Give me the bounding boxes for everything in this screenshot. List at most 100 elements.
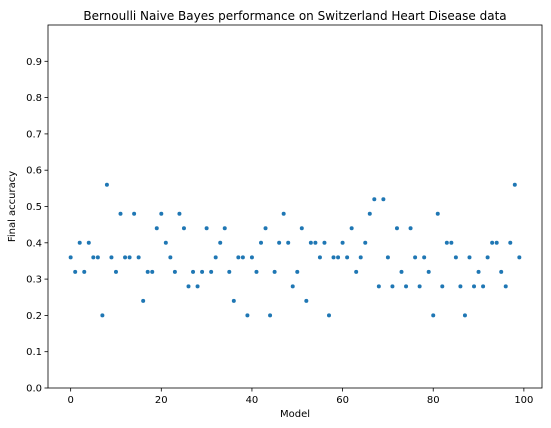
data-point (399, 269, 404, 274)
y-tick-label: 0.4 (26, 238, 42, 249)
data-point (322, 240, 327, 245)
data-point (313, 240, 318, 245)
data-point (113, 269, 118, 274)
data-point (281, 211, 286, 216)
data-point (372, 197, 377, 202)
data-point (485, 255, 490, 260)
data-point (381, 197, 386, 202)
data-point (104, 182, 109, 187)
data-point (191, 269, 196, 274)
data-point (517, 255, 522, 260)
data-point (367, 211, 372, 216)
chart-title: Bernoulli Naive Bayes performance on Swi… (83, 9, 506, 23)
data-point (512, 182, 517, 187)
y-tick-label: 0.3 (26, 275, 42, 286)
data-point (95, 255, 100, 260)
data-point (263, 226, 268, 231)
y-axis-ticks: 0.0 0.1 0.2 0.3 0.4 0.5 0.6 0.7 0.8 0.9 (26, 57, 48, 395)
x-tick-label: 100 (514, 395, 533, 406)
data-point (413, 255, 418, 260)
data-point (336, 255, 341, 260)
data-point (254, 269, 259, 274)
data-point (408, 226, 413, 231)
data-point (308, 240, 313, 245)
data-point (231, 298, 236, 303)
data-point (503, 284, 508, 289)
data-point (136, 255, 141, 260)
data-point (376, 284, 381, 289)
data-point (213, 255, 218, 260)
data-point (453, 255, 458, 260)
data-point (390, 284, 395, 289)
data-point (150, 269, 155, 274)
data-point (91, 255, 96, 260)
x-tick-label: 40 (246, 395, 259, 406)
data-point (277, 240, 282, 245)
data-point (100, 313, 105, 318)
data-point (272, 269, 277, 274)
data-point (200, 269, 205, 274)
data-point (132, 211, 137, 216)
data-point (204, 226, 209, 231)
data-point (249, 255, 254, 260)
data-point (259, 240, 264, 245)
data-point (385, 255, 390, 260)
y-tick-label: 0.7 (26, 129, 42, 140)
data-point (422, 255, 427, 260)
data-point (68, 255, 73, 260)
data-point (177, 211, 182, 216)
data-point (304, 298, 309, 303)
x-tick-label: 80 (427, 395, 440, 406)
data-point (209, 269, 214, 274)
points-group (68, 182, 522, 318)
data-point (317, 255, 322, 260)
plot-frame (47, 24, 543, 389)
data-point (481, 284, 486, 289)
data-point (404, 284, 409, 289)
data-point (358, 255, 363, 260)
data-point (222, 226, 227, 231)
data-point (218, 240, 223, 245)
data-point (118, 211, 123, 216)
data-point (467, 255, 472, 260)
y-tick-label: 0.5 (26, 202, 42, 213)
data-point (444, 240, 449, 245)
x-tick-label: 60 (336, 395, 349, 406)
y-tick-label: 0.2 (26, 311, 42, 322)
data-point (127, 255, 132, 260)
data-point (268, 313, 273, 318)
data-point (109, 255, 114, 260)
data-point (181, 226, 186, 231)
data-point (295, 269, 300, 274)
x-tick-label: 20 (155, 395, 168, 406)
data-point (340, 240, 345, 245)
data-point (349, 226, 354, 231)
data-point (508, 240, 513, 245)
data-point (476, 269, 481, 274)
data-point (86, 240, 91, 245)
data-point (73, 269, 78, 274)
data-point (290, 284, 295, 289)
data-point (458, 284, 463, 289)
data-point (394, 226, 399, 231)
data-point (286, 240, 291, 245)
data-point (82, 269, 87, 274)
data-point (462, 313, 467, 318)
data-point (490, 240, 495, 245)
data-point (245, 313, 250, 318)
data-point (154, 226, 159, 231)
data-point (331, 255, 336, 260)
data-point (431, 313, 436, 318)
data-point (159, 211, 164, 216)
data-point (326, 313, 331, 318)
data-point (417, 284, 422, 289)
y-tick-label: 0.1 (26, 347, 42, 358)
data-point (123, 255, 128, 260)
data-point (363, 240, 368, 245)
data-point (172, 269, 177, 274)
y-tick-label: 0.0 (26, 384, 42, 395)
data-point (168, 255, 173, 260)
y-tick-label: 0.8 (26, 93, 42, 104)
x-axis-ticks: 0 20 40 60 80 100 (67, 388, 533, 406)
data-point (195, 284, 200, 289)
